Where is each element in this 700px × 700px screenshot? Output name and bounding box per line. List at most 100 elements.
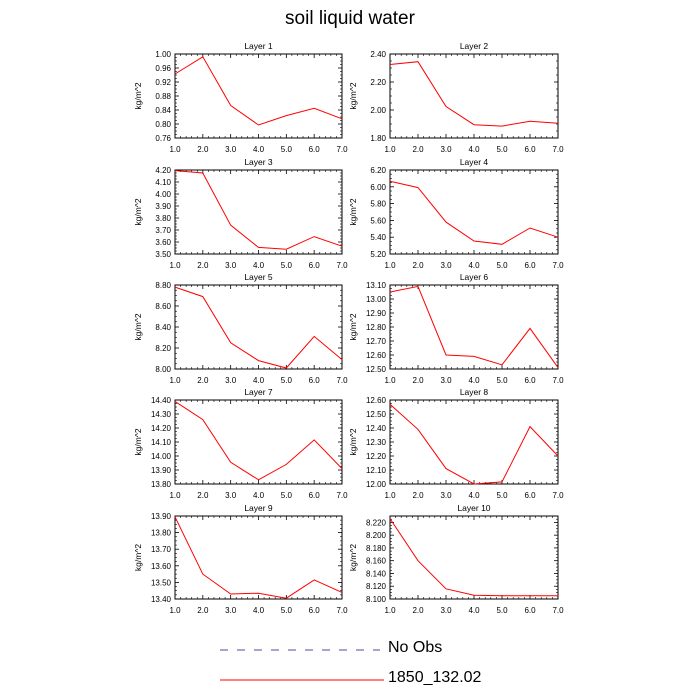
layer-9-xtick-label: 6.0 [309,606,321,615]
layer-9-series-line [174,516,343,599]
layer-2-xtick-label: 3.0 [440,145,452,154]
layer-3-ytick-label: 3.60 [155,238,171,247]
layer-10-xtick-label: 5.0 [496,606,508,615]
layer-10-xtick-label: 2.0 [412,606,424,615]
layer-3-xtick-label: 5.0 [281,261,293,270]
layer-3-ytick-label: 3.80 [155,214,171,223]
layer-1-title: Layer 1 [244,41,273,51]
layer-5-series-line [174,286,343,369]
layer-10-ylabel: kg/m^2 [348,544,358,571]
layer-8-ytick-label: 12.20 [366,452,387,461]
layer-7-ytick-label: 14.10 [151,438,172,447]
layer-2-xtick-label: 2.0 [412,145,424,154]
layer-3-ytick-label: 3.50 [155,250,171,259]
legend-label-run: 1850_132.02 [388,669,482,686]
layer-7-ylabel: kg/m^2 [133,428,143,455]
layer-10-series-line [389,518,558,597]
layer-9-plot-frame [174,515,343,600]
layer-10-ytick-label: 8.200 [366,531,387,540]
layer-7-xtick-label: 4.0 [253,491,265,500]
layer-3-title: Layer 3 [244,157,273,167]
layer-7-plot-frame [174,399,343,485]
layer-8-xtick-label: 7.0 [552,491,564,500]
layer-9-xtick-label: 5.0 [281,606,293,615]
layer-10-xtick-label: 6.0 [524,606,536,615]
layer-8-xtick-label: 5.0 [496,491,508,500]
layer-3-xtick-label: 3.0 [225,261,237,270]
layer-10-xtick-label: 7.0 [552,606,564,615]
layer-9-xtick-label: 2.0 [197,606,209,615]
layer-6-xtick-label: 1.0 [384,376,396,385]
layer-5-ytick-label: 8.00 [155,365,171,374]
layer-8-series-line [389,403,559,485]
layer-2-ytick-label: 2.40 [370,50,386,59]
layer-8-xtick-label: 6.0 [524,491,536,500]
layer-1-ytick-label: 0.80 [155,120,171,129]
layer-3-ytick-label: 4.10 [155,178,171,187]
layer-10-plot-frame [389,515,559,600]
layer-1-ytick-label: 1.00 [155,50,171,59]
layer-6-ytick-label: 13.10 [366,281,387,290]
layer-3-xtick-label: 2.0 [197,261,209,270]
layer-8-ytick-label: 12.30 [366,438,387,447]
layer-10-ytick-label: 8.140 [366,569,387,578]
layer-5-xtick-label: 7.0 [336,376,348,385]
layer-7-ytick-label: 14.30 [151,410,172,419]
layer-4-xtick-label: 7.0 [552,261,564,270]
layer-9-xtick-label: 4.0 [253,606,265,615]
layer-10-ytick-label: 8.220 [366,518,387,527]
layer-4-ytick-label: 5.20 [370,250,386,259]
layer-5-ytick-label: 8.80 [155,281,171,290]
layer-6-xtick-label: 2.0 [412,376,424,385]
layer-9-ytick-label: 13.50 [151,578,172,587]
layer-5-ylabel: kg/m^2 [133,313,143,340]
layer-10-ytick-label: 8.100 [366,595,387,604]
layer-7-xtick-label: 2.0 [197,491,209,500]
layer-6-series-line [389,285,559,368]
layer-4-xtick-label: 3.0 [440,261,452,270]
layer-8-title: Layer 8 [460,387,489,397]
layer-7-xtick-label: 3.0 [225,491,237,500]
layer-4-ytick-label: 5.40 [370,233,386,242]
layer-3-xtick-label: 7.0 [336,261,348,270]
layer-5-ytick-label: 8.60 [155,302,171,311]
layer-4-xtick-label: 2.0 [412,261,424,270]
layer-2-ytick-label: 2.00 [370,106,386,115]
layer-8-xtick-label: 3.0 [440,491,452,500]
layer-9-ytick-label: 13.70 [151,545,172,554]
layer-7-xtick-label: 5.0 [281,491,293,500]
layer-5-ytick-label: 8.40 [155,323,171,332]
layer-6-ytick-label: 12.70 [366,337,387,346]
figure-title: soil liquid water [285,8,415,29]
layer-9-ytick-label: 13.90 [151,512,172,521]
layer-3-xtick-label: 4.0 [253,261,265,270]
layer-6-title: Layer 6 [460,272,489,282]
layer-2-plot-frame [389,53,559,139]
layer-2-ytick-label: 2.20 [370,78,386,87]
layer-4-xtick-label: 5.0 [496,261,508,270]
layer-9-ylabel: kg/m^2 [133,544,143,571]
layer-8-xtick-label: 4.0 [468,491,480,500]
layer-8-ylabel: kg/m^2 [348,428,358,455]
layer-9-ytick-label: 13.60 [151,562,172,571]
layer-9-xtick-label: 1.0 [169,606,181,615]
layer-10-ytick-label: 8.120 [366,582,387,591]
layer-7-ytick-label: 14.40 [151,396,172,405]
layer-8-ytick-label: 12.00 [366,480,387,489]
layer-4-series-line [389,180,559,245]
layer-7-title: Layer 7 [244,387,273,397]
layer-10-ytick-label: 8.160 [366,557,387,566]
layer-3-xtick-label: 1.0 [169,261,181,270]
layer-3-ytick-label: 4.00 [155,190,171,199]
layer-6-ytick-label: 12.90 [366,309,387,318]
layer-4-ytick-label: 5.80 [370,200,386,209]
layer-1-series-line [174,56,343,126]
layer-9-ytick-label: 13.80 [151,529,172,538]
layer-7-series-line [174,400,343,481]
legend-label-no-obs: No Obs [388,639,443,656]
layer-10-ytick-label: 8.180 [366,544,387,553]
layer-4-ylabel: kg/m^2 [348,198,358,225]
layer-7-xtick-label: 6.0 [309,491,321,500]
layer-7-ytick-label: 14.00 [151,452,172,461]
